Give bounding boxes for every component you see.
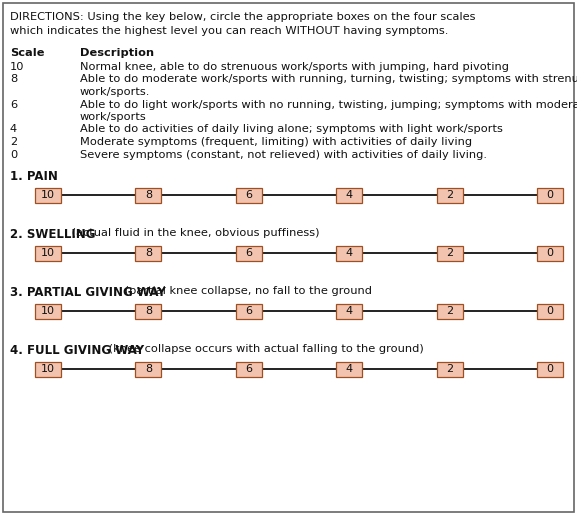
Text: 6: 6 (245, 364, 252, 374)
Text: Moderate symptoms (frequent, limiting) with activities of daily living: Moderate symptoms (frequent, limiting) w… (80, 137, 472, 147)
Text: Severe symptoms (constant, not relieved) with activities of daily living.: Severe symptoms (constant, not relieved)… (80, 149, 487, 160)
FancyBboxPatch shape (537, 362, 563, 376)
Text: 10: 10 (41, 306, 55, 316)
FancyBboxPatch shape (236, 362, 262, 376)
Text: 0: 0 (546, 190, 553, 200)
Text: 6: 6 (10, 99, 17, 110)
Text: Able to do light work/sports with no running, twisting, jumping; symptoms with m: Able to do light work/sports with no run… (80, 99, 577, 110)
Text: Normal knee, able to do strenuous work/sports with jumping, hard pivoting: Normal knee, able to do strenuous work/s… (80, 62, 509, 72)
Text: Scale: Scale (10, 48, 44, 58)
Text: 8: 8 (145, 248, 152, 258)
Text: 8: 8 (145, 190, 152, 200)
Text: 8: 8 (145, 306, 152, 316)
Text: 6: 6 (245, 306, 252, 316)
Text: Able to do moderate work/sports with running, turning, twisting; symptoms with s: Able to do moderate work/sports with run… (80, 75, 577, 84)
Text: 4: 4 (10, 125, 17, 134)
FancyBboxPatch shape (136, 246, 162, 261)
FancyBboxPatch shape (236, 246, 262, 261)
FancyBboxPatch shape (437, 303, 463, 318)
Text: 6: 6 (245, 248, 252, 258)
FancyBboxPatch shape (136, 362, 162, 376)
Text: 0: 0 (546, 248, 553, 258)
FancyBboxPatch shape (35, 303, 61, 318)
Text: 8: 8 (10, 75, 17, 84)
Text: 10: 10 (41, 248, 55, 258)
Text: 2: 2 (446, 306, 453, 316)
FancyBboxPatch shape (35, 246, 61, 261)
Text: 8: 8 (145, 364, 152, 374)
Text: 2. SWELLING: 2. SWELLING (10, 228, 96, 241)
Text: 10: 10 (41, 364, 55, 374)
FancyBboxPatch shape (236, 303, 262, 318)
FancyBboxPatch shape (336, 362, 362, 376)
FancyBboxPatch shape (336, 303, 362, 318)
FancyBboxPatch shape (35, 187, 61, 202)
Text: 10: 10 (10, 62, 24, 72)
FancyBboxPatch shape (437, 187, 463, 202)
FancyBboxPatch shape (537, 246, 563, 261)
Text: 6: 6 (245, 190, 252, 200)
FancyBboxPatch shape (136, 303, 162, 318)
Text: Description: Description (80, 48, 154, 58)
Text: 1. PAIN: 1. PAIN (10, 170, 58, 183)
Text: 4: 4 (346, 364, 353, 374)
Text: work/sports: work/sports (80, 112, 147, 122)
Text: 2: 2 (446, 190, 453, 200)
Text: 0: 0 (546, 306, 553, 316)
Text: Able to do activities of daily living alone; symptoms with light work/sports: Able to do activities of daily living al… (80, 125, 503, 134)
Text: 4. FULL GIVING WAY: 4. FULL GIVING WAY (10, 344, 144, 357)
Text: 2: 2 (10, 137, 17, 147)
Text: (actual fluid in the knee, obvious puffiness): (actual fluid in the knee, obvious puffi… (68, 228, 320, 238)
Text: 10: 10 (41, 190, 55, 200)
FancyBboxPatch shape (437, 246, 463, 261)
Text: 4: 4 (346, 190, 353, 200)
FancyBboxPatch shape (537, 303, 563, 318)
FancyBboxPatch shape (437, 362, 463, 376)
Text: 2: 2 (446, 364, 453, 374)
Text: 0: 0 (546, 364, 553, 374)
Text: 2: 2 (446, 248, 453, 258)
Text: (knee collapse occurs with actual falling to the ground): (knee collapse occurs with actual fallin… (106, 344, 424, 354)
FancyBboxPatch shape (336, 187, 362, 202)
FancyBboxPatch shape (236, 187, 262, 202)
Text: DIRECTIONS: Using the key below, circle the appropriate boxes on the four scales: DIRECTIONS: Using the key below, circle … (10, 12, 475, 22)
FancyBboxPatch shape (537, 187, 563, 202)
Text: 4: 4 (346, 248, 353, 258)
Text: (partial knee collapse, no fall to the ground: (partial knee collapse, no fall to the g… (121, 286, 372, 296)
Text: work/sports.: work/sports. (80, 87, 151, 97)
Text: which indicates the highest level you can reach WITHOUT having symptoms.: which indicates the highest level you ca… (10, 26, 448, 36)
Text: 0: 0 (10, 149, 17, 160)
FancyBboxPatch shape (336, 246, 362, 261)
Text: 3. PARTIAL GIVING WAY: 3. PARTIAL GIVING WAY (10, 286, 166, 299)
Text: 4: 4 (346, 306, 353, 316)
FancyBboxPatch shape (136, 187, 162, 202)
FancyBboxPatch shape (35, 362, 61, 376)
